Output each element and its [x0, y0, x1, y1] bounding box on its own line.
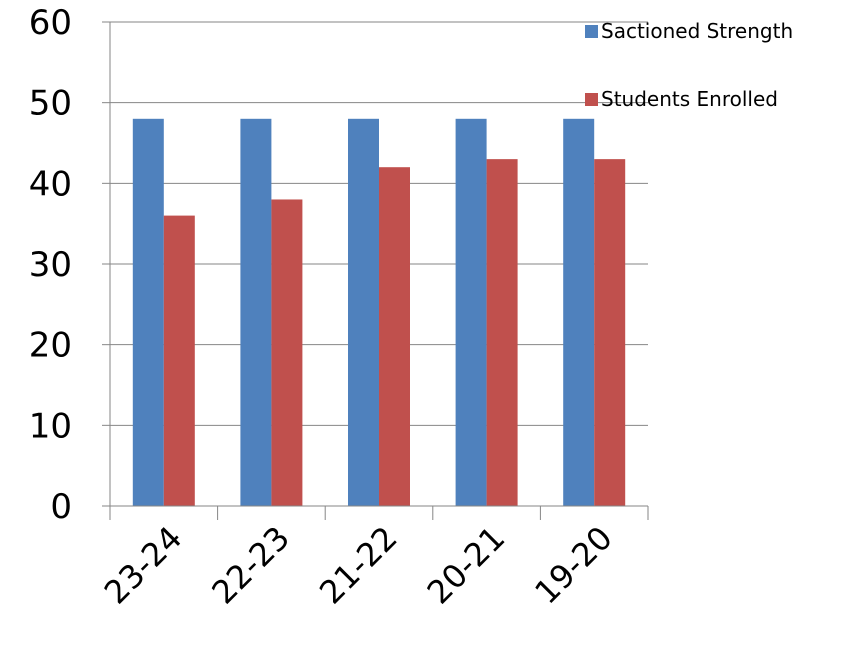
y-tick-label: 60 [29, 3, 72, 43]
y-tick-label: 0 [50, 487, 72, 527]
bar-students-enrolled [379, 167, 410, 506]
x-category-label: 19-20 [527, 519, 620, 612]
bar-sanctioned-strength [348, 118, 379, 507]
y-tick-label: 10 [29, 406, 72, 446]
bar-students-enrolled [163, 215, 195, 506]
legend-swatch [585, 25, 598, 38]
legend: Sactioned Strength Students Enrolled [585, 19, 793, 111]
x-tick-labels: 23-24 22-23 21-22 20-21 19-20 [97, 519, 620, 612]
x-category-label: 20-21 [420, 519, 513, 612]
y-tick-label: 20 [29, 326, 72, 366]
axes [102, 21, 649, 520]
bar-students-enrolled [486, 159, 518, 506]
x-category-label: 21-22 [312, 519, 405, 612]
y-tick-label: 30 [29, 245, 72, 285]
legend-label: Students Enrolled [601, 87, 778, 111]
bar-students-enrolled [594, 159, 626, 506]
y-tick-labels: 0 10 20 30 40 50 60 [29, 3, 72, 527]
bar-sanctioned-strength [240, 118, 272, 507]
x-category-label: 23-24 [97, 519, 190, 612]
x-category-label: 22-23 [204, 519, 297, 612]
bar-sanctioned-strength [455, 118, 487, 507]
y-tick-label: 50 [29, 84, 72, 124]
bars [132, 118, 626, 507]
bar-sanctioned-strength [563, 118, 595, 507]
bar-sanctioned-strength [132, 118, 164, 507]
y-tick-label: 40 [29, 164, 72, 204]
legend-swatch [585, 93, 598, 106]
bar-students-enrolled [271, 199, 303, 506]
legend-label: Sactioned Strength [601, 19, 793, 43]
